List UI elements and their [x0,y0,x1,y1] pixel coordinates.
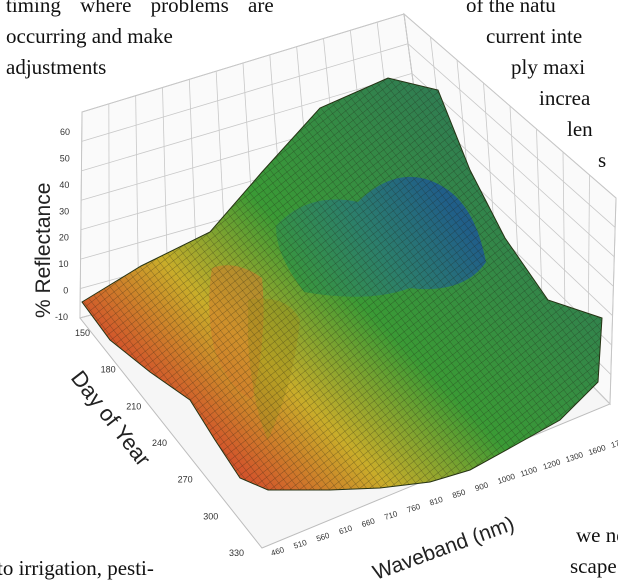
z-tick-label: 0 [63,286,68,296]
x-tick-label: 810 [429,495,445,508]
y-tick-label: 270 [178,475,193,485]
z-axis-ticks: 60 50 40 30 20 10 0 -10 [55,127,70,322]
body-text-left-1: timing where problems are [6,0,274,17]
y-tick-label: 300 [203,511,218,521]
body-text-left-3: adjustments [6,55,107,79]
x-tick-label: 900 [474,480,490,493]
x-tick-label: 610 [338,523,354,536]
y-tick-label: 240 [152,438,167,448]
x-tick-label: 850 [451,487,467,500]
x-tick-label: 1200 [542,457,562,471]
z-tick-label: 60 [60,127,70,137]
y-tick-label: 180 [101,365,116,375]
z-tick-label: 30 [59,206,69,216]
x-tick-label: 1100 [519,465,539,479]
body-text-bottom-left-1: to irrigation, pesti- [0,556,154,580]
y-tick-label: 330 [229,548,244,558]
body-text-right-3: ply maxi [511,55,586,79]
body-text-right-4: increa [539,86,591,110]
x-tick-label: 510 [293,538,309,551]
body-text-right-2: current inte [486,24,583,48]
body-text-bottom-right-2: scape [570,554,617,578]
z-axis-title: % Reflectance [32,183,55,318]
y-axis-ticks: 150 180 210 240 270 300 330 [75,328,244,558]
y-tick-label: 210 [126,401,141,411]
x-tick-label: 660 [361,516,377,529]
z-tick-label: 50 [60,153,70,163]
x-tick-label: 460 [270,545,286,558]
x-tick-label: 760 [406,502,422,515]
x-tick-label: 1600 [587,443,607,457]
z-tick-label: 20 [59,233,69,243]
x-tick-label: 710 [383,509,399,522]
wall-gridline [108,103,110,311]
z-tick-label: 40 [59,180,69,190]
x-axis-title: Waveband (nm) [370,512,518,584]
body-text-left-2: occurring and make [6,24,173,48]
body-text-right-6: s [598,148,607,172]
z-tick-label: -10 [55,312,68,322]
body-text-right-1: of the natu [466,0,556,17]
surface-edge [81,77,603,491]
x-tick-label: 560 [315,531,331,544]
wall-gridline [609,197,617,405]
x-tick-label: 1300 [565,450,585,464]
body-text-bottom-right-1: we nee [576,523,618,547]
y-tick-label: 150 [75,328,90,338]
z-tick-label: 10 [59,259,69,269]
x-tick-label: 1700 [610,436,618,450]
body-text-right-5: len [567,117,593,141]
wall-gridline [79,111,83,319]
x-tick-label: 1000 [497,472,517,486]
